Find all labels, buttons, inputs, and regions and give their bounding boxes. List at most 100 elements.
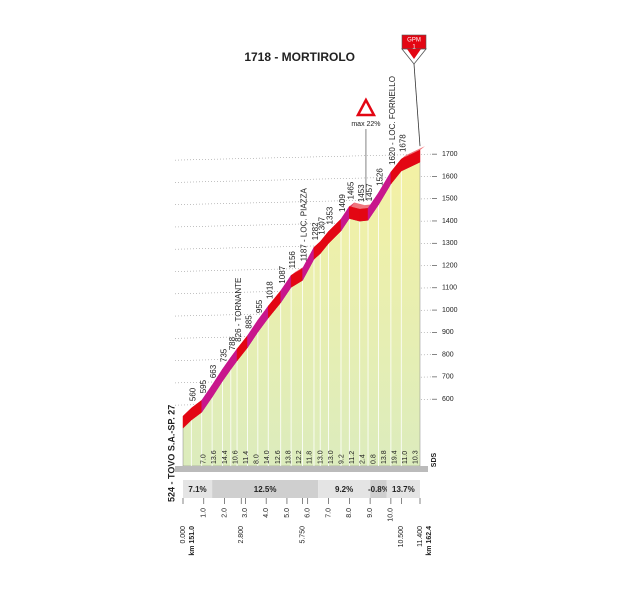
grid-line: [174, 220, 433, 228]
grade-label: 2.4: [360, 454, 367, 464]
km-end: km 162.4: [426, 526, 433, 556]
grade-label: 13.0: [317, 450, 324, 464]
km-start: km 151.0: [189, 526, 196, 556]
point-label: 1087: [278, 265, 287, 283]
point-label: 560: [188, 387, 197, 401]
x-tick-label: 10.0: [388, 508, 395, 522]
average-grade-label: 7.1%: [188, 485, 206, 494]
summit-badge: GPM 1: [401, 34, 427, 65]
point-label: 1620 - LOC. FORNELLO: [388, 76, 397, 165]
x-tick-label: 7.0: [325, 508, 332, 518]
point-label: 1409: [338, 194, 347, 212]
point-label: 1282: [311, 222, 320, 240]
y-tick-label: 1700: [442, 151, 458, 158]
point-label: 1187 - LOC. PIAZZA: [300, 188, 309, 262]
point-label: 1457: [365, 183, 374, 201]
y-tick-label: 900: [442, 329, 454, 336]
point-label: 1453: [357, 184, 366, 202]
profile-top: [401, 146, 425, 160]
summit-category: 1: [412, 45, 416, 51]
point-label: 1307: [317, 216, 326, 234]
grid-line: [174, 332, 433, 339]
x-tick-label: 8.0: [346, 508, 353, 518]
sign: SDS: [431, 452, 438, 467]
y-tick-label: 1500: [442, 196, 458, 203]
point-label: 1156: [288, 251, 297, 269]
x-tick-label: 4.0: [263, 508, 270, 518]
summit-badge-text: GPM: [407, 38, 421, 44]
point-label: 788: [228, 336, 237, 350]
y-tick-label: 1100: [442, 285, 457, 292]
x-tick-label: 10.500: [398, 526, 405, 548]
y-tick-label: 700: [442, 374, 454, 381]
average-grade-label: 9.2%: [335, 485, 353, 494]
start-label: 524 - TOVO S.A.-SP. 27: [166, 405, 176, 502]
point-label: 826 - TORNANTE: [234, 278, 243, 342]
profile-band: [359, 207, 369, 222]
average-grade-bar: [370, 480, 387, 498]
x-tick-label: 11.400: [417, 526, 424, 547]
grade-label: 19.4: [391, 450, 398, 464]
grid-line: [174, 153, 433, 161]
grid-line: [174, 287, 433, 295]
grade-label: 10.3: [413, 450, 420, 464]
max-gradient-icon: [355, 97, 377, 117]
y-tick-label: 800: [442, 351, 454, 358]
x-tick-label: 2.0: [221, 508, 228, 518]
point-label: 955: [255, 299, 264, 313]
grade-label: 7.0: [201, 454, 208, 464]
x-tick-label: 5.750: [299, 526, 306, 544]
grade-label: 13.0: [328, 450, 335, 464]
grid-line: [174, 198, 433, 205]
y-tick-label: 1000: [442, 307, 458, 314]
grade-label: 12.2: [296, 450, 303, 464]
average-grade-label: -0.8%: [368, 485, 389, 494]
grid-line: [174, 309, 433, 317]
max-gradient-label: max 22%: [351, 121, 380, 128]
grade-label: 11.0: [402, 451, 409, 464]
y-tick-label: 1600: [442, 173, 458, 180]
grade-label: 13.8: [381, 450, 388, 464]
average-grade-bar: [386, 480, 420, 498]
point-label: 1678: [398, 134, 407, 152]
grid-line: [174, 354, 433, 361]
point-label: 1353: [326, 206, 335, 224]
grade-label: 11.8: [307, 451, 314, 464]
average-grade-bar: [183, 480, 213, 498]
grade-label: 11.2: [349, 451, 356, 464]
point-label: 663: [209, 364, 218, 378]
grade-label: 9.2: [338, 454, 345, 464]
average-grade-label: 13.7%: [392, 485, 415, 494]
average-grade-bar: [212, 480, 319, 498]
point-label: 595: [199, 379, 208, 393]
summit-line: [413, 63, 421, 147]
x-tick-label: 1.0: [201, 508, 208, 518]
x-tick-label: 3.0: [242, 508, 249, 518]
grade-label: 12.6: [275, 450, 282, 464]
average-grade-bar: [318, 480, 371, 498]
x-tick-label: 9.0: [367, 508, 374, 518]
profile-top: [349, 202, 365, 210]
average-grade-label: 12.5%: [254, 485, 277, 494]
x-tick-label: 5.0: [284, 508, 291, 518]
y-tick-label: 600: [442, 396, 454, 403]
y-tick-label: 1400: [442, 218, 458, 225]
point-label: 1465: [346, 181, 355, 199]
point-label: 735: [220, 348, 229, 362]
grid-line: [174, 176, 433, 183]
point-label: 885: [245, 315, 254, 329]
grid-line: [174, 265, 433, 272]
grade-label: 14.0: [264, 450, 271, 464]
point-label: 1526: [376, 168, 385, 186]
x-tick-label: 2.800: [238, 526, 245, 544]
x-tick-label: 0.000: [180, 526, 187, 544]
y-tick-label: 1300: [442, 240, 458, 247]
grade-label: 13.6: [211, 450, 218, 464]
x-tick-label: 6.0: [305, 508, 312, 518]
grade-label: 0.8: [370, 454, 377, 464]
grade-label: 10.6: [232, 450, 239, 464]
grade-label: 8.0: [254, 454, 261, 464]
grade-label: 14.4: [222, 450, 229, 464]
